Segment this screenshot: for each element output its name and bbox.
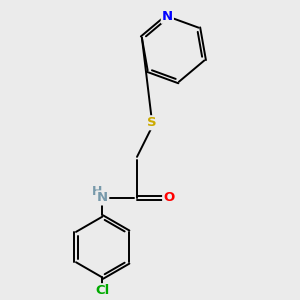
Text: H: H	[92, 185, 102, 198]
Text: N: N	[162, 10, 173, 23]
Text: Cl: Cl	[95, 284, 109, 297]
Text: N: N	[97, 191, 108, 204]
Text: S: S	[147, 116, 156, 129]
Text: O: O	[163, 191, 174, 204]
